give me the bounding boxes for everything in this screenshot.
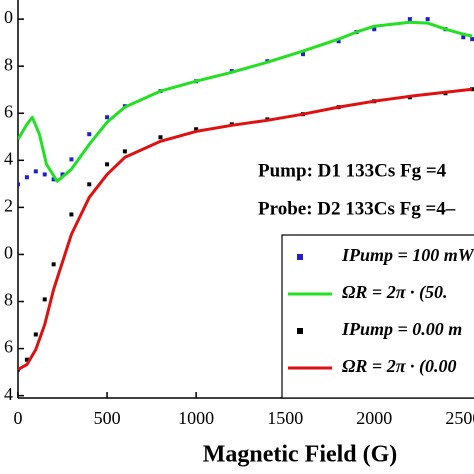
legend-marker [297, 328, 303, 334]
y-tick-label: 0 [4, 7, 13, 27]
data-point [69, 212, 74, 217]
x-tick-label: 2500 [445, 408, 474, 428]
data-point [301, 52, 305, 57]
legend-label: ΩR = 2π · (50. [342, 282, 448, 303]
data-point [51, 177, 56, 182]
x-tick-label: 2000 [356, 408, 392, 428]
data-point [69, 157, 74, 162]
data-point [42, 172, 47, 177]
x-axis-title: Magnetic Field (G) [203, 442, 398, 468]
y-tick-label: 0 [4, 243, 13, 263]
data-point [105, 162, 110, 167]
y-tick-label: 8 [4, 54, 13, 74]
x-tick-label: 1500 [267, 408, 303, 428]
data-point [42, 297, 47, 302]
data-point [336, 39, 341, 44]
legend-marker [297, 254, 303, 260]
data-point [33, 169, 38, 174]
data-point [33, 332, 38, 337]
data-point [372, 27, 377, 32]
y-tick-label: 8 [4, 290, 13, 310]
legend-box [281, 234, 474, 399]
series-line [18, 20, 473, 183]
x-tick-label: 0 [14, 408, 23, 428]
data-point [470, 37, 474, 42]
legend-label: IPump = 0.00 m [341, 319, 462, 339]
data-point [425, 17, 430, 22]
annotation: Probe: D2 133Cs Fg =4– [258, 198, 456, 219]
data-point [60, 172, 65, 177]
y-tick-label: 4 [4, 384, 13, 404]
data-point [122, 149, 127, 154]
data-point [24, 175, 29, 180]
y-tick-label: 6 [4, 337, 13, 357]
annotation: Pump: D1 133Cs Fg =4 [258, 160, 447, 181]
data-point [51, 262, 56, 267]
data-point [407, 17, 412, 22]
x-tick-label: 500 [94, 408, 121, 428]
data-point [105, 115, 110, 120]
legend-label: ΩR = 2π · (0.00 [342, 356, 457, 377]
y-tick-label: 2 [4, 196, 13, 216]
y-tick-label: 4 [4, 148, 13, 168]
series-line [18, 87, 473, 371]
plot-area [18, 17, 474, 372]
y-tick-label: 6 [4, 101, 13, 121]
x-tick-label: 1000 [178, 408, 214, 428]
data-point [18, 182, 20, 187]
legend-label: IPump = 100 mW [341, 245, 474, 265]
data-point [158, 135, 163, 140]
data-point [461, 35, 466, 40]
data-point [194, 127, 199, 132]
data-point [24, 357, 29, 362]
data-point [87, 182, 92, 187]
data-point [87, 132, 92, 137]
